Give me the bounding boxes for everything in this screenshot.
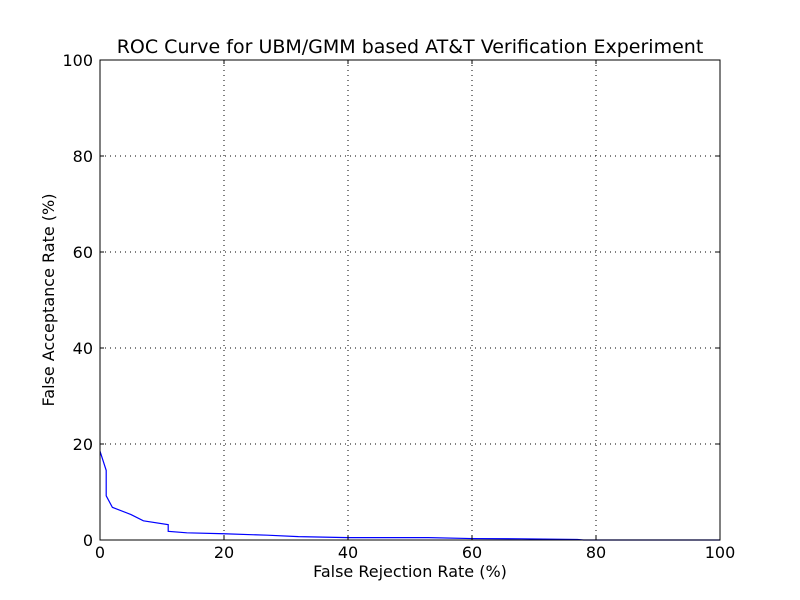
plot-series	[99, 451, 720, 541]
x-axis-label: False Rejection Rate (%)	[313, 562, 507, 581]
x-tick-label: 40	[338, 543, 358, 562]
y-tick-label: 60	[73, 243, 93, 262]
x-tick-label: 100	[705, 543, 736, 562]
x-tick-label: 60	[462, 543, 482, 562]
y-tick-label: 100	[62, 51, 93, 70]
x-tick-label: 0	[95, 543, 105, 562]
y-axis-label: False Acceptance Rate (%)	[39, 194, 58, 407]
plot-frame	[99, 59, 721, 541]
y-tick-label: 0	[83, 531, 93, 550]
chart-title: ROC Curve for UBM/GMM based AT&T Verific…	[117, 36, 704, 58]
roc-curve-line	[99, 451, 720, 541]
grid-lines	[100, 60, 720, 540]
y-tick-label: 40	[73, 339, 93, 358]
y-tick-label: 20	[73, 435, 93, 454]
y-tick-label: 80	[73, 147, 93, 166]
x-tick-label: 80	[586, 543, 606, 562]
x-tick-label: 20	[214, 543, 234, 562]
axis-ticks: 0 20 40 60 80 100 0 20 40 60 80 100	[62, 51, 735, 562]
